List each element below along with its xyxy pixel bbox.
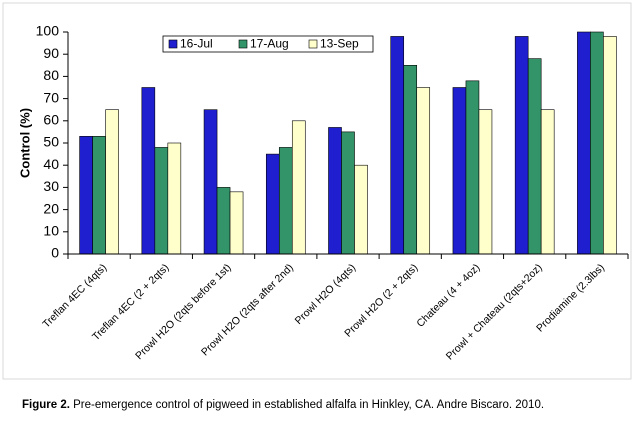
bar <box>341 131 355 255</box>
bar <box>465 80 480 255</box>
bar <box>403 65 418 255</box>
bar <box>577 31 591 255</box>
x-tick-label: Prowl H2O (4qts) <box>293 262 358 327</box>
bar <box>79 136 93 255</box>
y-tick-label: 40 <box>43 156 59 172</box>
chart-frame <box>2 2 632 380</box>
y-tick-label: 20 <box>43 200 59 216</box>
bar <box>540 109 555 255</box>
caption-label: Figure 2. <box>22 399 70 411</box>
y-tick-label: 60 <box>43 112 59 128</box>
bar <box>590 31 604 255</box>
x-tick-label: Chateau (4 + 4oz) <box>414 262 482 330</box>
x-tick-label: Prodiamine (2.3lbs) <box>534 262 607 335</box>
caption-text: Pre-emergence control of pigweed in esta… <box>73 399 544 411</box>
bar <box>229 191 244 255</box>
legend-swatch <box>308 39 318 49</box>
bar <box>478 109 493 255</box>
y-tick-label: 0 <box>51 245 59 261</box>
legend-swatch <box>168 39 178 49</box>
bar <box>167 142 182 255</box>
y-tick-label: 30 <box>43 178 59 194</box>
bar <box>216 187 231 255</box>
bar <box>265 153 280 255</box>
bar <box>203 109 218 255</box>
legend-label: 17-Aug <box>250 37 289 51</box>
bar <box>452 87 467 255</box>
bar <box>328 127 342 255</box>
bar <box>141 87 156 255</box>
y-tick-label: 100 <box>36 23 60 39</box>
legend-label: 16-Jul <box>180 37 213 51</box>
y-tick-label: 90 <box>43 45 59 61</box>
y-tick-label: 70 <box>43 89 59 105</box>
bar <box>354 164 368 255</box>
bar <box>92 136 106 255</box>
bar <box>105 109 119 255</box>
legend-box <box>162 35 374 53</box>
bar <box>291 120 306 255</box>
bar <box>603 36 617 255</box>
legend-label: 13-Sep <box>320 37 359 51</box>
bar <box>154 147 169 255</box>
bar <box>514 36 529 255</box>
y-tick-label: 50 <box>43 134 59 150</box>
bar <box>527 58 542 255</box>
legend: 16-Jul 17-Aug 13-Sep <box>162 35 374 53</box>
legend-swatch <box>238 39 248 49</box>
x-tick-label: Treflan 4EC (4qts) <box>40 262 109 331</box>
bar <box>416 87 431 255</box>
y-tick-label: 80 <box>43 67 59 83</box>
bar <box>278 147 293 255</box>
y-axis-label: Control (%) <box>17 108 32 178</box>
caption: Figure 2. Pre-emergence control of pigwe… <box>22 399 544 411</box>
bar <box>390 36 405 255</box>
y-tick-label: 10 <box>43 223 59 239</box>
